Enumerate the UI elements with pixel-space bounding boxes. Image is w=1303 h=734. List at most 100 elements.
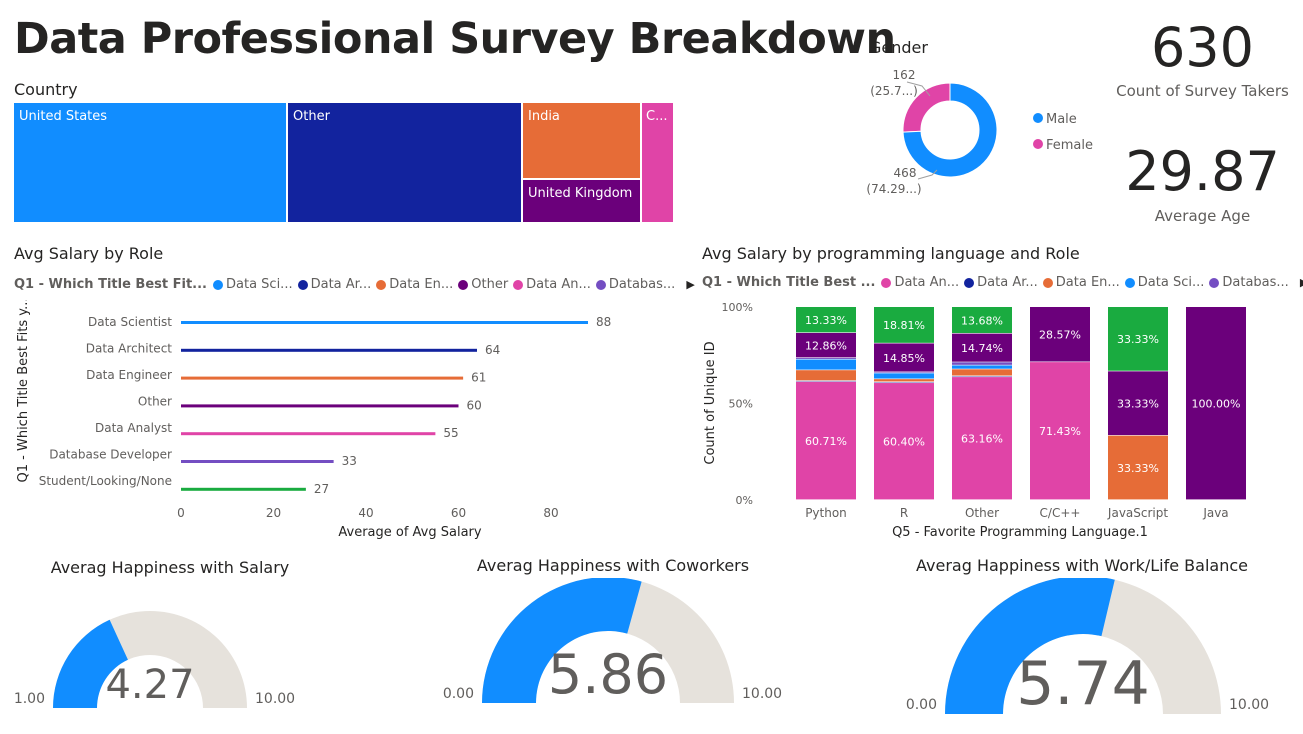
legend-label: Data Ar... xyxy=(977,275,1038,290)
bar[interactable] xyxy=(181,404,459,408)
bar[interactable] xyxy=(181,321,588,324)
data-label: 63.16% xyxy=(961,433,1003,446)
country-title: Country xyxy=(14,80,78,99)
x-tick-label: 0 xyxy=(177,506,185,520)
data-label: 18.81% xyxy=(883,319,925,332)
gauge-min-label: 0.00 xyxy=(906,697,937,713)
legend-label-female[interactable]: Female xyxy=(1046,138,1093,153)
legend-dot xyxy=(458,279,469,290)
legend-item[interactable]: Data An... xyxy=(513,277,591,292)
treemap-tile-label: C... xyxy=(646,109,668,124)
bar[interactable] xyxy=(181,460,334,463)
legend-label-male[interactable]: Male xyxy=(1046,112,1077,127)
stacked-bar-segment[interactable] xyxy=(1030,307,1090,362)
data-label: 61 xyxy=(471,371,486,385)
treemap-tile-label: United Kingdom xyxy=(528,186,633,201)
treemap-tile-united-states[interactable]: United States xyxy=(13,102,287,223)
legend-item[interactable]: Databas... xyxy=(1209,275,1289,290)
gauge-fill xyxy=(945,578,1115,714)
legend-item[interactable]: Databas... xyxy=(595,277,676,292)
gauge-title-coworkers: Averag Happiness with Coworkers xyxy=(476,556,750,575)
x-tick-label: 40 xyxy=(358,506,373,520)
gender-title: Gender xyxy=(869,38,928,57)
salary-role-bar-chart: Data Scientist 88 Data Architect 64 Data Eng… xyxy=(16,300,611,540)
data-label: 14.74% xyxy=(961,342,1003,355)
legend-dot-female xyxy=(1033,139,1043,149)
stacked-bar-segment[interactable] xyxy=(874,383,934,500)
stacked-bar-segment[interactable] xyxy=(874,372,934,373)
gauge-value: 4.27 xyxy=(105,662,194,708)
legend-label: Data En... xyxy=(389,277,454,292)
donut-slice-male[interactable] xyxy=(902,82,998,178)
legend-label: Data An... xyxy=(526,277,591,292)
data-label: 55 xyxy=(443,426,458,440)
stacked-bar-segment[interactable] xyxy=(874,343,934,372)
y-axis-title: Q1 - Which Title Best Fits y... xyxy=(16,300,31,482)
treemap-tile-united-kingdom[interactable]: United Kingdom xyxy=(522,179,641,223)
gauge-min-label: 0.00 xyxy=(443,686,474,702)
data-label: 28.57% xyxy=(1039,329,1081,342)
salary-lang-title: Avg Salary by programming language and R… xyxy=(702,244,1080,263)
legend-item[interactable]: Data Ar... xyxy=(297,277,372,292)
stacked-bar-segment[interactable] xyxy=(1108,371,1168,436)
data-label: 88 xyxy=(596,315,611,329)
stacked-bar-segment[interactable] xyxy=(952,307,1012,334)
gauge-max-label: 10.00 xyxy=(742,686,782,702)
legend-item[interactable]: Data Sci... xyxy=(1124,275,1204,290)
stacked-bar-segment[interactable] xyxy=(796,357,856,359)
treemap-tile-label: United States xyxy=(19,109,108,124)
data-label: 100.00% xyxy=(1192,398,1241,411)
legend-item[interactable]: Data An... xyxy=(881,275,959,290)
data-label: 60 xyxy=(467,398,482,412)
legend-item[interactable]: Other xyxy=(458,277,508,292)
bar[interactable] xyxy=(181,487,306,491)
gauge-value: 5.86 xyxy=(548,643,668,706)
legend-dot xyxy=(881,277,892,288)
stacked-bar-segment[interactable] xyxy=(1186,307,1246,500)
treemap-tile-other[interactable]: Other xyxy=(287,102,522,223)
y-tick-label: 0% xyxy=(736,494,753,507)
stacked-bar-segment[interactable] xyxy=(874,373,934,379)
stacked-bar-segment[interactable] xyxy=(796,359,856,370)
stacked-bar-segment[interactable] xyxy=(796,370,856,381)
legend-label: Data Ar... xyxy=(310,277,372,292)
bar[interactable] xyxy=(181,376,464,380)
legend-dot xyxy=(1042,277,1053,288)
slice-label-male-count: 468 xyxy=(894,166,917,180)
x-tick-label: C/C++ xyxy=(1040,506,1081,520)
stacked-bar-segment[interactable] xyxy=(952,369,1012,376)
stacked-bar-segment[interactable] xyxy=(952,333,1012,362)
legend-label: Databas... xyxy=(608,277,676,292)
legend-next-arrow[interactable]: ▶ xyxy=(686,278,695,291)
treemap-tile-india[interactable]: India xyxy=(522,102,641,179)
gauge-min-label: 1.00 xyxy=(14,691,45,707)
legend-item[interactable]: Data Ar... xyxy=(964,275,1038,290)
y-tick-label: 50% xyxy=(729,398,753,411)
kpi-age-label: Average Age xyxy=(1154,207,1251,225)
gauge-fill xyxy=(482,578,642,703)
legend-item[interactable]: Data En... xyxy=(376,277,453,292)
stacked-bar-segment[interactable] xyxy=(874,379,934,382)
legend-next-arrow[interactable]: ▶ xyxy=(1300,276,1303,289)
x-tick-label: Java xyxy=(1202,506,1228,520)
gauge-coworkers: 5.86 0.00 10.00 xyxy=(443,578,782,706)
legend-item[interactable]: Data Sci... xyxy=(213,277,293,292)
stacked-bar-segment[interactable] xyxy=(796,307,856,333)
stacked-bar-segment[interactable] xyxy=(1108,435,1168,500)
gauge-max-label: 10.00 xyxy=(1229,697,1269,713)
stacked-bar-segment[interactable] xyxy=(952,377,1012,500)
gauge-value: 5.74 xyxy=(1016,649,1150,719)
kpi-count-value: 630 xyxy=(1150,16,1255,79)
stacked-bar-segment[interactable] xyxy=(874,307,934,343)
treemap-tile-c[interactable]: C... xyxy=(641,102,674,223)
stacked-bar-segment[interactable] xyxy=(952,365,1012,369)
stacked-bar-segment[interactable] xyxy=(952,362,1012,365)
stacked-bar-segment[interactable] xyxy=(796,332,856,358)
bar[interactable] xyxy=(181,348,477,352)
legend-dot xyxy=(1124,277,1135,288)
stacked-bar-segment[interactable] xyxy=(1108,307,1168,371)
stacked-bar-segment[interactable] xyxy=(1030,362,1090,500)
legend-item[interactable]: Data En... xyxy=(1042,275,1120,290)
stacked-bar-segment[interactable] xyxy=(796,381,856,500)
bar[interactable] xyxy=(181,432,436,436)
